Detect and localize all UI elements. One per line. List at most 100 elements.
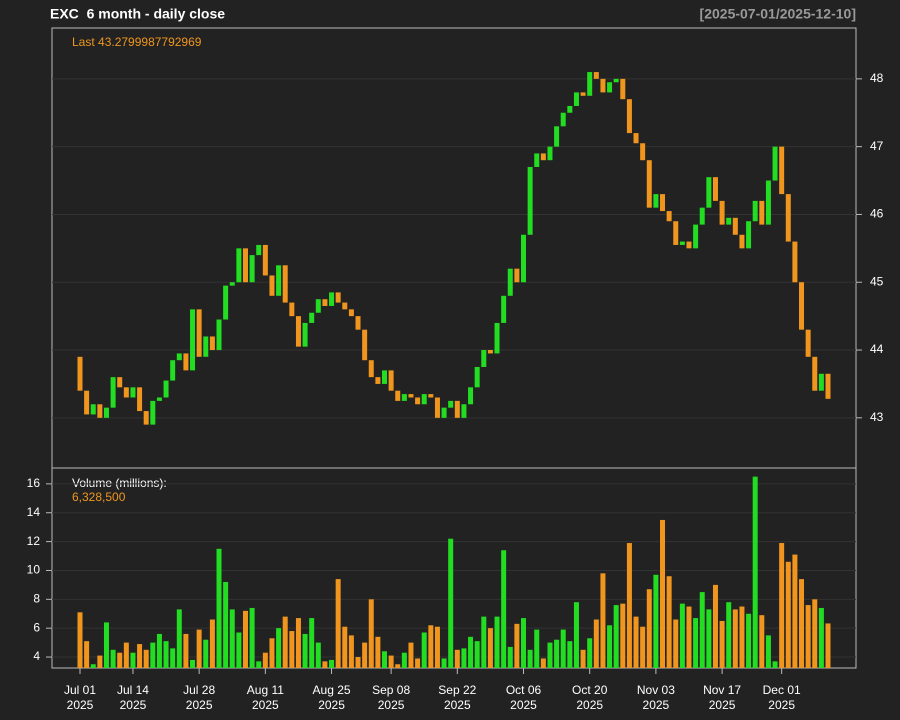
volume-bar <box>805 605 811 668</box>
volume-bar <box>792 554 798 668</box>
volume-bar <box>752 476 758 668</box>
y-tick-label: 14 <box>27 505 41 519</box>
candle <box>170 360 176 381</box>
volume-panel <box>51 467 857 669</box>
y-tick-label: 44 <box>870 342 884 356</box>
y-tick-label: 8 <box>33 591 40 605</box>
candle <box>633 133 639 144</box>
volume-bar <box>223 581 229 668</box>
candle <box>607 82 613 93</box>
volume-bar <box>216 548 222 668</box>
volume-bar <box>110 649 116 668</box>
volume-bar <box>660 519 666 668</box>
volume-bar <box>421 632 427 668</box>
candle <box>229 282 235 286</box>
candle <box>143 411 149 425</box>
candle <box>567 105 573 113</box>
candle <box>77 356 83 391</box>
candle <box>626 99 632 134</box>
candle <box>183 353 189 371</box>
candle <box>527 166 533 235</box>
volume-bar <box>176 609 182 668</box>
candle <box>302 322 308 347</box>
volume-bar <box>514 623 520 668</box>
candle <box>679 241 685 245</box>
candle <box>236 248 242 283</box>
volume-bar <box>249 607 255 668</box>
volume-bar <box>521 618 527 668</box>
volume-bar <box>282 616 288 668</box>
candle <box>97 404 103 418</box>
x-tick-year: 2025 <box>67 698 94 712</box>
volume-bar <box>600 573 606 668</box>
candle <box>163 380 169 398</box>
volume-bar <box>441 658 447 668</box>
x-tick-year: 2025 <box>252 698 279 712</box>
y-tick-label: 16 <box>27 476 41 490</box>
candle <box>84 390 90 415</box>
candle <box>117 377 123 388</box>
candle <box>196 309 202 357</box>
candle <box>620 78 626 100</box>
volume-bar <box>587 638 593 668</box>
volume-bar <box>236 632 242 668</box>
candle <box>739 234 745 249</box>
x-tick-label: Sep 08 <box>372 683 410 697</box>
candle <box>103 407 109 418</box>
candle <box>560 112 566 127</box>
volume-bar <box>779 543 785 668</box>
candle <box>401 394 407 401</box>
volume-bar <box>818 607 824 668</box>
candle <box>673 221 679 245</box>
volume-bar <box>395 664 401 668</box>
candle <box>130 387 136 398</box>
candle <box>448 400 454 408</box>
volume-bar <box>825 623 831 668</box>
volume-bar <box>739 606 745 668</box>
volume-bar <box>117 652 123 668</box>
volume-bar <box>408 642 414 668</box>
volume-bar <box>633 616 639 668</box>
volume-bar <box>785 561 791 668</box>
volume-bar <box>547 642 553 668</box>
candle <box>256 244 262 256</box>
volume-bar <box>368 599 374 668</box>
candle <box>693 224 699 249</box>
volume-bar <box>607 625 613 668</box>
candle <box>514 268 520 283</box>
volume-bar <box>335 579 341 668</box>
volume-bar <box>534 629 540 668</box>
volume-bar <box>229 609 235 668</box>
candle <box>190 309 196 371</box>
volume-bar <box>527 649 533 668</box>
volume-bar <box>150 642 156 668</box>
volume-bar <box>487 628 493 668</box>
candle <box>494 322 500 354</box>
volume-bar <box>626 543 632 668</box>
candle <box>646 160 652 208</box>
candle <box>792 241 798 283</box>
x-tick-year: 2025 <box>186 698 213 712</box>
volume-bar <box>143 649 149 668</box>
candle <box>772 146 778 181</box>
volume-bar <box>388 655 394 668</box>
candle <box>719 200 725 225</box>
candle <box>388 370 394 391</box>
volume-bar <box>375 636 381 668</box>
candle <box>176 353 182 361</box>
candle <box>381 370 387 384</box>
x-tick-label: Nov 17 <box>703 683 741 697</box>
volume-bar <box>295 618 301 668</box>
candle <box>329 292 335 306</box>
volume-bar <box>468 636 474 668</box>
volume-bar <box>567 641 573 668</box>
candle <box>540 153 546 161</box>
volume-bar <box>772 661 778 668</box>
y-tick-label: 43 <box>870 410 884 424</box>
candle <box>521 234 527 283</box>
candle <box>818 373 824 391</box>
volume-bar <box>620 603 626 668</box>
candle <box>580 92 586 96</box>
candle <box>156 397 162 401</box>
